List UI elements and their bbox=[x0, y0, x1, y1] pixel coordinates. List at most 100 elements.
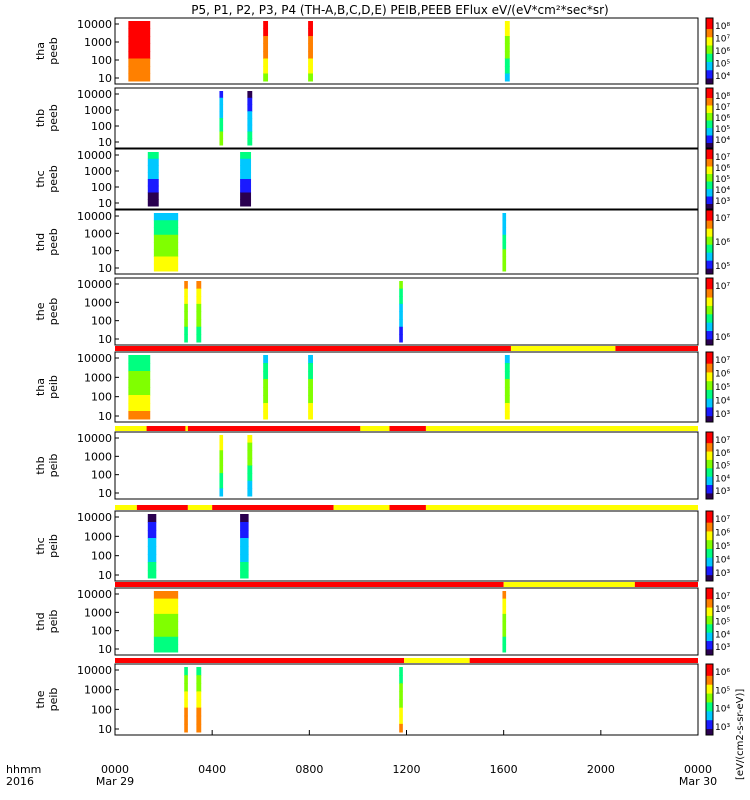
colorbar-step bbox=[706, 726, 713, 730]
colorbar-step bbox=[706, 557, 713, 562]
colorbar-step bbox=[706, 45, 713, 49]
spectrogram-cell bbox=[502, 263, 507, 272]
y-tick-label: 10 bbox=[98, 262, 112, 275]
colorbar-step bbox=[706, 459, 713, 464]
colorbar-step bbox=[706, 171, 713, 175]
spectrogram-cell bbox=[153, 213, 179, 221]
colorbar-step bbox=[706, 357, 713, 362]
panel-thc-peib: 10000 1000 100 10 thc peib 10⁷ 10⁶ 10⁵ 10⁴ 10³ bbox=[34, 510, 730, 582]
spectrogram-cell bbox=[219, 138, 224, 146]
spectrogram-cell bbox=[196, 723, 202, 733]
panel-ylabel-product: peib bbox=[47, 454, 60, 478]
colorbar-unit-label: [eV/(cm2-s-sr-eV)] bbox=[735, 689, 746, 780]
spectrogram-cell bbox=[147, 554, 157, 563]
spectrogram-cell bbox=[308, 66, 313, 74]
colorbar-tick-label: 10⁶ bbox=[715, 668, 730, 678]
colorbar-step bbox=[706, 708, 713, 712]
spectrogram-burst bbox=[184, 281, 188, 343]
panel-frame bbox=[114, 148, 699, 210]
spectrogram-cell bbox=[263, 387, 269, 396]
spectrogram-cell bbox=[399, 311, 403, 320]
colorbar-step bbox=[706, 156, 713, 160]
spectrogram-cell bbox=[247, 473, 253, 482]
spectrogram-burst bbox=[308, 355, 313, 420]
colorbar-step bbox=[706, 336, 713, 340]
colorbar-step bbox=[706, 305, 713, 310]
spectrogram-cell bbox=[196, 707, 202, 717]
spectrogram-cell bbox=[308, 387, 313, 396]
colorbar-step bbox=[706, 448, 713, 453]
y-tick-label: 10000 bbox=[77, 588, 112, 601]
mode-bar-segment bbox=[615, 346, 698, 351]
spectrogram-cell bbox=[128, 363, 151, 372]
colorbar-step bbox=[706, 363, 713, 368]
spectrogram-burst bbox=[147, 514, 157, 579]
spectrogram-cell bbox=[219, 104, 224, 112]
colorbar-step bbox=[706, 263, 713, 267]
spectrogram-burst bbox=[128, 21, 151, 82]
colorbar-frame bbox=[705, 431, 714, 500]
spectrogram-burst bbox=[147, 152, 159, 207]
colorbar-step bbox=[706, 714, 713, 718]
colorbar-step bbox=[706, 212, 713, 216]
colorbar-step bbox=[706, 675, 713, 680]
colorbar-tick-label: 10⁶ bbox=[715, 605, 730, 615]
y-tick-label: 10 bbox=[98, 197, 112, 210]
spectrogram-cell bbox=[184, 311, 188, 320]
colorbar-step bbox=[706, 291, 713, 296]
x-tick-label: 0400 bbox=[198, 763, 226, 776]
spectrogram-burst bbox=[184, 667, 188, 733]
panel-thd-peib: 10000 1000 100 10 thd peib 10⁷ 10⁶ 10⁵ 10⁴ 10³ bbox=[34, 587, 730, 656]
colorbar-tick-label: 10⁸ bbox=[715, 92, 730, 102]
spectrogram-burst bbox=[196, 281, 202, 343]
colorbar-step bbox=[706, 145, 713, 149]
y-tick-label: 10000 bbox=[77, 432, 112, 445]
colorbar-tick-label: 10⁶ bbox=[715, 164, 730, 174]
colorbar-tick-label: 10⁶ bbox=[715, 114, 730, 124]
x-tick-label: 0000 bbox=[101, 763, 129, 776]
colorbar-step bbox=[706, 569, 713, 573]
spectrogram-cell bbox=[504, 363, 510, 372]
y-tick-label: 1000 bbox=[84, 227, 112, 240]
colorbar-step bbox=[706, 511, 713, 515]
colorbar-step bbox=[706, 196, 713, 200]
colorbar-step bbox=[706, 23, 713, 27]
spectrogram-cell bbox=[184, 281, 188, 290]
colorbar-step bbox=[706, 672, 713, 677]
colorbar-step bbox=[706, 699, 713, 703]
colorbar-frame bbox=[705, 277, 714, 346]
colorbar-step bbox=[706, 615, 713, 620]
mode-bar bbox=[115, 346, 698, 351]
colorbar-step bbox=[706, 271, 713, 275]
colorbar: 10⁶ 10⁵ 10⁴ 10³ bbox=[705, 663, 730, 736]
spectrogram-cell bbox=[196, 699, 202, 709]
spectrogram-cell bbox=[399, 715, 403, 725]
colorbar-step bbox=[706, 681, 713, 686]
spectrogram-burst bbox=[399, 667, 403, 733]
colorbar-tick-label: 10³ bbox=[715, 569, 730, 579]
x-tick-label: 1600 bbox=[490, 763, 518, 776]
colorbar-step bbox=[706, 473, 713, 478]
spectrogram-burst bbox=[502, 591, 507, 653]
mode-bar-segment bbox=[503, 582, 635, 587]
colorbar-step bbox=[706, 381, 713, 385]
colorbar-step bbox=[706, 220, 713, 224]
colorbar-step bbox=[706, 110, 713, 114]
x-tick-label: 0000 bbox=[684, 763, 712, 776]
colorbar-tick-label: 10⁴ bbox=[715, 705, 730, 715]
spectrogram-cell bbox=[247, 97, 253, 105]
colorbar-step bbox=[706, 308, 713, 312]
spectrogram-cell bbox=[147, 192, 159, 200]
colorbar-tick-label: 10⁵ bbox=[715, 618, 730, 628]
y-tick-label: 10 bbox=[98, 487, 112, 500]
spectrogram-cell bbox=[147, 538, 157, 547]
colorbar-tick-label: 10⁴ bbox=[715, 630, 730, 640]
spectrogram-cell bbox=[128, 28, 151, 37]
spectrogram-cell bbox=[399, 303, 403, 312]
colorbar-step bbox=[706, 140, 713, 144]
spectrogram-cell bbox=[399, 691, 403, 700]
spectrogram-cell bbox=[263, 403, 269, 412]
spectrogram-cell bbox=[219, 473, 224, 482]
spectrogram-cell bbox=[128, 73, 151, 82]
colorbar-step bbox=[706, 215, 713, 219]
